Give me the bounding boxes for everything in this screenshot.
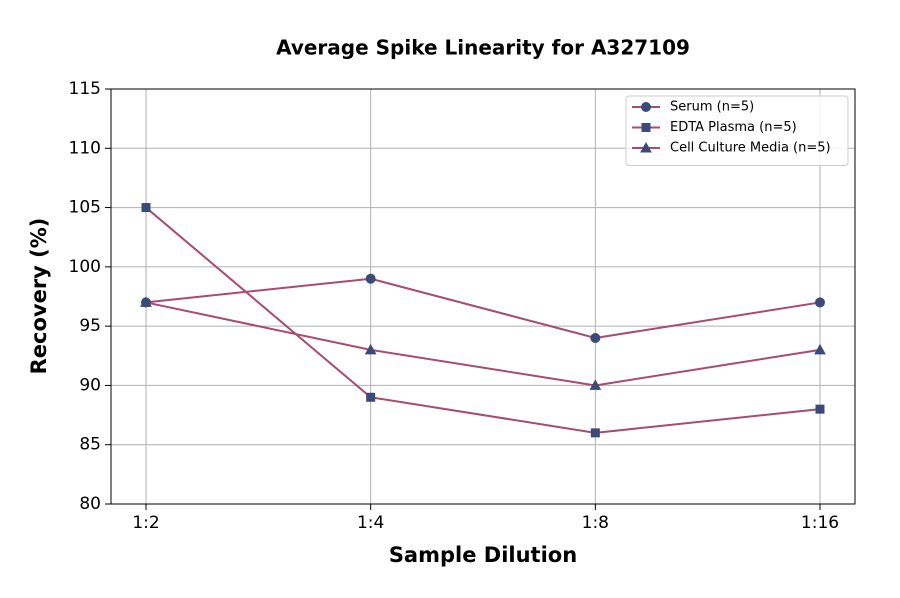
chart-title: Average Spike Linearity for A327109: [276, 36, 690, 60]
series-line: [145, 277, 821, 340]
marker: [364, 343, 377, 355]
plot-frame: [110, 88, 856, 505]
marker: [141, 203, 151, 213]
marker: [815, 404, 825, 414]
marker: [640, 141, 652, 153]
marker: [140, 296, 152, 307]
marker: [641, 102, 651, 112]
series-line: [145, 301, 821, 387]
y-tick-label: 95: [79, 316, 101, 336]
marker: [641, 123, 651, 132]
y-tick-label: 115: [69, 79, 101, 99]
x-tick-label: 1:16: [801, 513, 839, 533]
legend-label: Serum (n=5): [670, 100, 754, 115]
legend-label: Cell Culture Media (n=5): [670, 141, 831, 156]
y-tick-label: 100: [69, 257, 101, 277]
y-tick-label: 80: [79, 494, 101, 514]
marker: [589, 379, 602, 390]
y-tick-label: 90: [79, 375, 101, 395]
y-tick-label: 110: [69, 138, 101, 158]
x-tick-label: 1:2: [132, 513, 159, 533]
marker: [590, 333, 601, 343]
x-tick-label: 1:8: [582, 513, 609, 533]
x-tick-label: 1:4: [357, 513, 384, 533]
y-axis-title: Recovery (%): [27, 218, 51, 375]
marker: [366, 392, 376, 402]
x-axis-title: Sample Dilution: [389, 543, 577, 567]
legend: Serum (n=5) EDTA Plasma (n=5) Cell Culture…: [625, 95, 849, 166]
marker: [815, 297, 825, 308]
y-tick-label: 85: [79, 435, 101, 455]
marker: [365, 273, 376, 284]
marker: [590, 428, 600, 438]
series-line: [145, 206, 821, 434]
legend-label: EDTA Plasma (n=5): [670, 120, 797, 135]
legend-box: [625, 95, 849, 166]
y-tick-label: 105: [69, 198, 101, 218]
marker: [814, 343, 826, 355]
